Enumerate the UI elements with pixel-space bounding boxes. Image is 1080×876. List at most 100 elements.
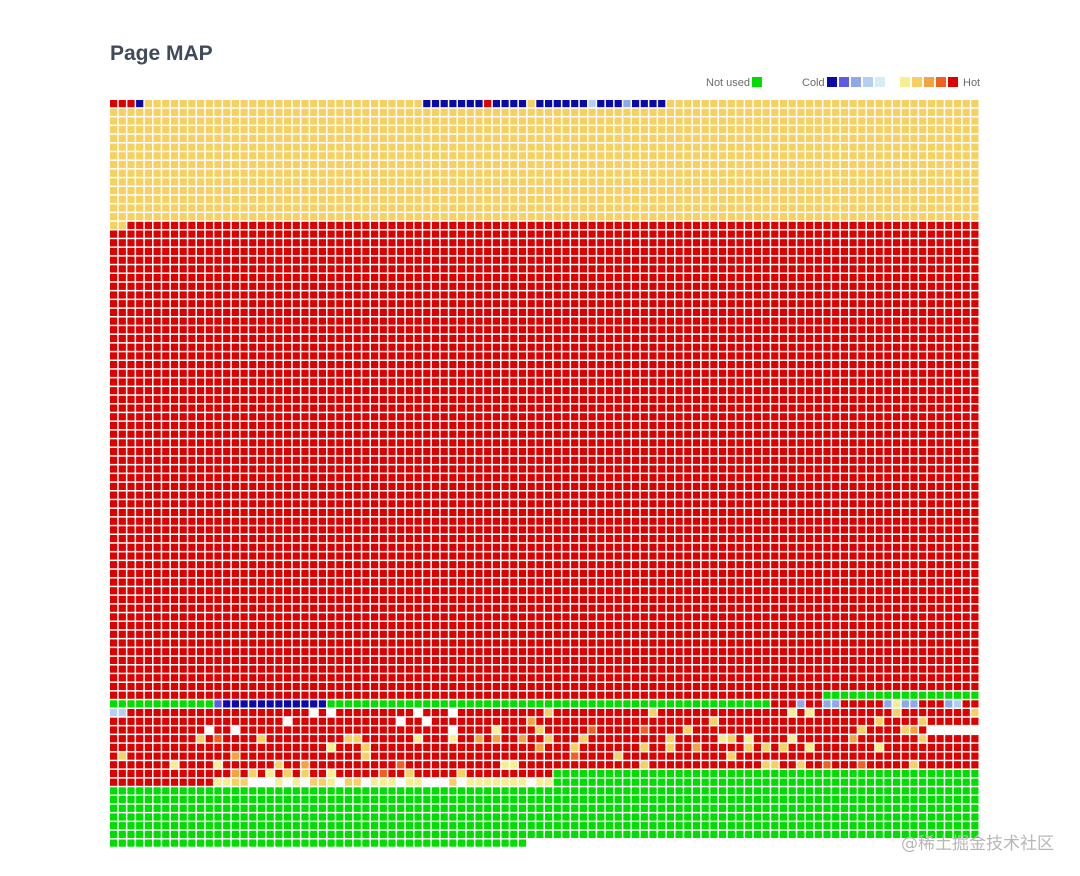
page-cell: [736, 482, 744, 490]
page-cell: [301, 117, 309, 125]
page-cell: [310, 247, 318, 256]
page-cell: [701, 413, 709, 421]
page-cell: [179, 474, 187, 482]
page-cell: [623, 178, 631, 186]
page-cell: [518, 421, 527, 430]
page-cell: [797, 213, 805, 221]
page-cell: [431, 387, 440, 395]
page-cell: [292, 169, 300, 177]
page-cell: [884, 308, 892, 316]
page-cell: [849, 491, 857, 499]
page-cell: [727, 300, 735, 308]
page-cell: [197, 421, 205, 430]
page-cell: [423, 108, 431, 116]
page-cell: [458, 117, 466, 125]
page-cell: [127, 448, 135, 456]
page-cell: [423, 326, 431, 334]
page-cell: [919, 152, 927, 160]
page-cell: [658, 361, 666, 369]
page-cell: [449, 508, 457, 517]
page-cell: [658, 413, 666, 421]
page-cell: [362, 169, 370, 177]
page-cell: [614, 395, 622, 403]
page-cell: [179, 413, 187, 421]
page-cell: [144, 317, 152, 325]
page-cell: [632, 361, 640, 369]
page-cell: [962, 204, 970, 212]
page-cell: [449, 230, 457, 238]
page-cell: [284, 413, 292, 421]
page-cell: [684, 456, 692, 464]
page-cell: [127, 465, 135, 473]
page-cell: [936, 343, 944, 351]
page-cell: [971, 282, 979, 290]
page-cell: [945, 430, 953, 438]
page-cell: [518, 265, 527, 273]
page-cell: [675, 126, 683, 134]
page-cell: [162, 326, 170, 334]
page-cell: [927, 456, 935, 464]
page-cell: [962, 439, 970, 447]
page-cell: [684, 474, 692, 482]
page-cell: [518, 178, 527, 186]
page-cell: [501, 474, 509, 482]
page-cell: [806, 169, 814, 177]
page-cell: [284, 352, 292, 360]
page-cell: [571, 187, 579, 195]
page-cell: [318, 474, 326, 482]
page-cell: [144, 334, 152, 343]
page-cell: [136, 361, 144, 369]
page-cell: [240, 143, 248, 151]
page-cell: [701, 134, 709, 142]
page-cell: [779, 508, 788, 517]
page-cell: [762, 300, 770, 308]
page-cell: [518, 160, 527, 169]
page-cell: [797, 508, 805, 517]
page-cell: [501, 230, 509, 238]
page-cell: [249, 239, 257, 247]
page-cell: [806, 361, 814, 369]
page-cell: [971, 169, 979, 177]
page-cell: [179, 491, 187, 499]
page-cell: [901, 413, 909, 421]
page-cell: [162, 517, 170, 525]
page-cell: [597, 274, 605, 282]
page-cell: [779, 395, 788, 403]
page-cell: [118, 413, 126, 421]
page-cell: [562, 100, 570, 108]
page-cell: [379, 204, 387, 212]
page-cell: [249, 421, 257, 430]
page-cell: [501, 448, 509, 456]
page-cell: [127, 221, 135, 229]
page-cell: [110, 152, 118, 160]
page-cell: [379, 247, 387, 256]
page-cell: [649, 491, 657, 499]
page-cell: [484, 204, 492, 212]
page-cell: [919, 256, 927, 264]
page-cell: [553, 143, 561, 151]
page-cell: [971, 178, 979, 186]
page-cell: [344, 526, 353, 534]
page-cell: [292, 291, 300, 299]
page-cell: [788, 378, 796, 386]
page-cell: [310, 317, 318, 325]
page-cell: [666, 448, 674, 456]
page-cell: [197, 404, 205, 412]
page-cell: [666, 274, 674, 282]
page-cell: [153, 317, 161, 325]
page-cell: [214, 126, 222, 134]
page-cell: [492, 291, 500, 299]
page-cell: [353, 404, 361, 412]
page-cell: [231, 126, 239, 134]
page-cell: [901, 500, 909, 508]
page-cell: [788, 474, 796, 482]
page-cell: [536, 482, 544, 490]
page-cell: [371, 500, 379, 508]
page-cell: [849, 195, 857, 203]
page-cell: [919, 300, 927, 308]
page-cell: [492, 404, 500, 412]
page-cell: [501, 143, 509, 151]
page-cell: [440, 230, 448, 238]
page-cell: [936, 117, 944, 125]
page-cell: [431, 213, 440, 221]
